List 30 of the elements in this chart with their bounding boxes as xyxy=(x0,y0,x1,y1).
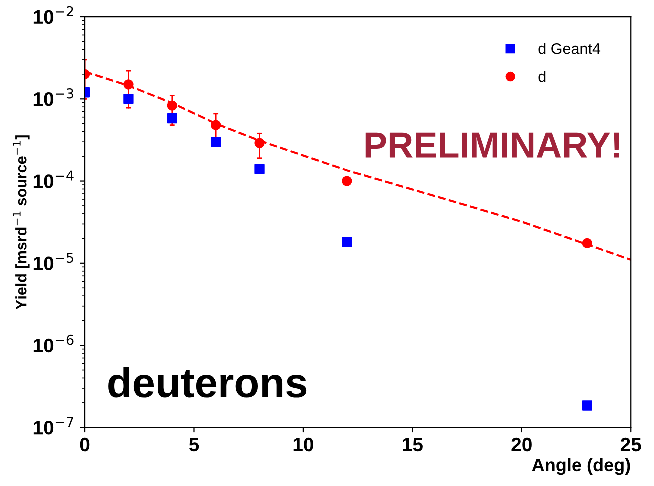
annotation: deuterons xyxy=(108,367,307,398)
point xyxy=(124,94,134,104)
y-tick-label: 10$^{−6}$ xyxy=(34,334,74,353)
point xyxy=(167,100,178,111)
x-tick-label: 15 xyxy=(403,438,423,452)
y-tick-label: 10$^{−5}$ xyxy=(34,252,74,271)
point xyxy=(342,237,352,248)
x-axis-title: Angle (deg) xyxy=(532,458,630,476)
point xyxy=(254,164,265,174)
point xyxy=(582,238,593,249)
x-tick-label: 20 xyxy=(512,438,532,452)
point xyxy=(210,137,222,148)
point xyxy=(124,80,134,90)
y-tick-label: 10$^{−7}$ xyxy=(34,417,74,435)
x-tick-label: 25 xyxy=(620,438,642,452)
legend-label: d xyxy=(538,71,546,82)
x-tick-label: 5 xyxy=(189,438,200,452)
x-tick-label: 0 xyxy=(80,438,90,452)
y-tick-label: 10$^{−2}$ xyxy=(34,6,74,24)
x-tick-label: 10 xyxy=(294,438,314,452)
point xyxy=(210,120,222,130)
y-axis-title: Yield [msrd$^{−1}$ source$^{−1}$] xyxy=(12,136,30,310)
annotation: PRELIMINARY! xyxy=(366,132,620,158)
y-tick-label: 10$^{−4}$ xyxy=(34,170,74,188)
point xyxy=(342,176,352,186)
point xyxy=(167,113,178,124)
legend-label: d Geant4 xyxy=(538,43,601,54)
y-tick-label: 10$^{−3}$ xyxy=(34,88,74,106)
point xyxy=(254,138,265,148)
point xyxy=(582,400,593,411)
